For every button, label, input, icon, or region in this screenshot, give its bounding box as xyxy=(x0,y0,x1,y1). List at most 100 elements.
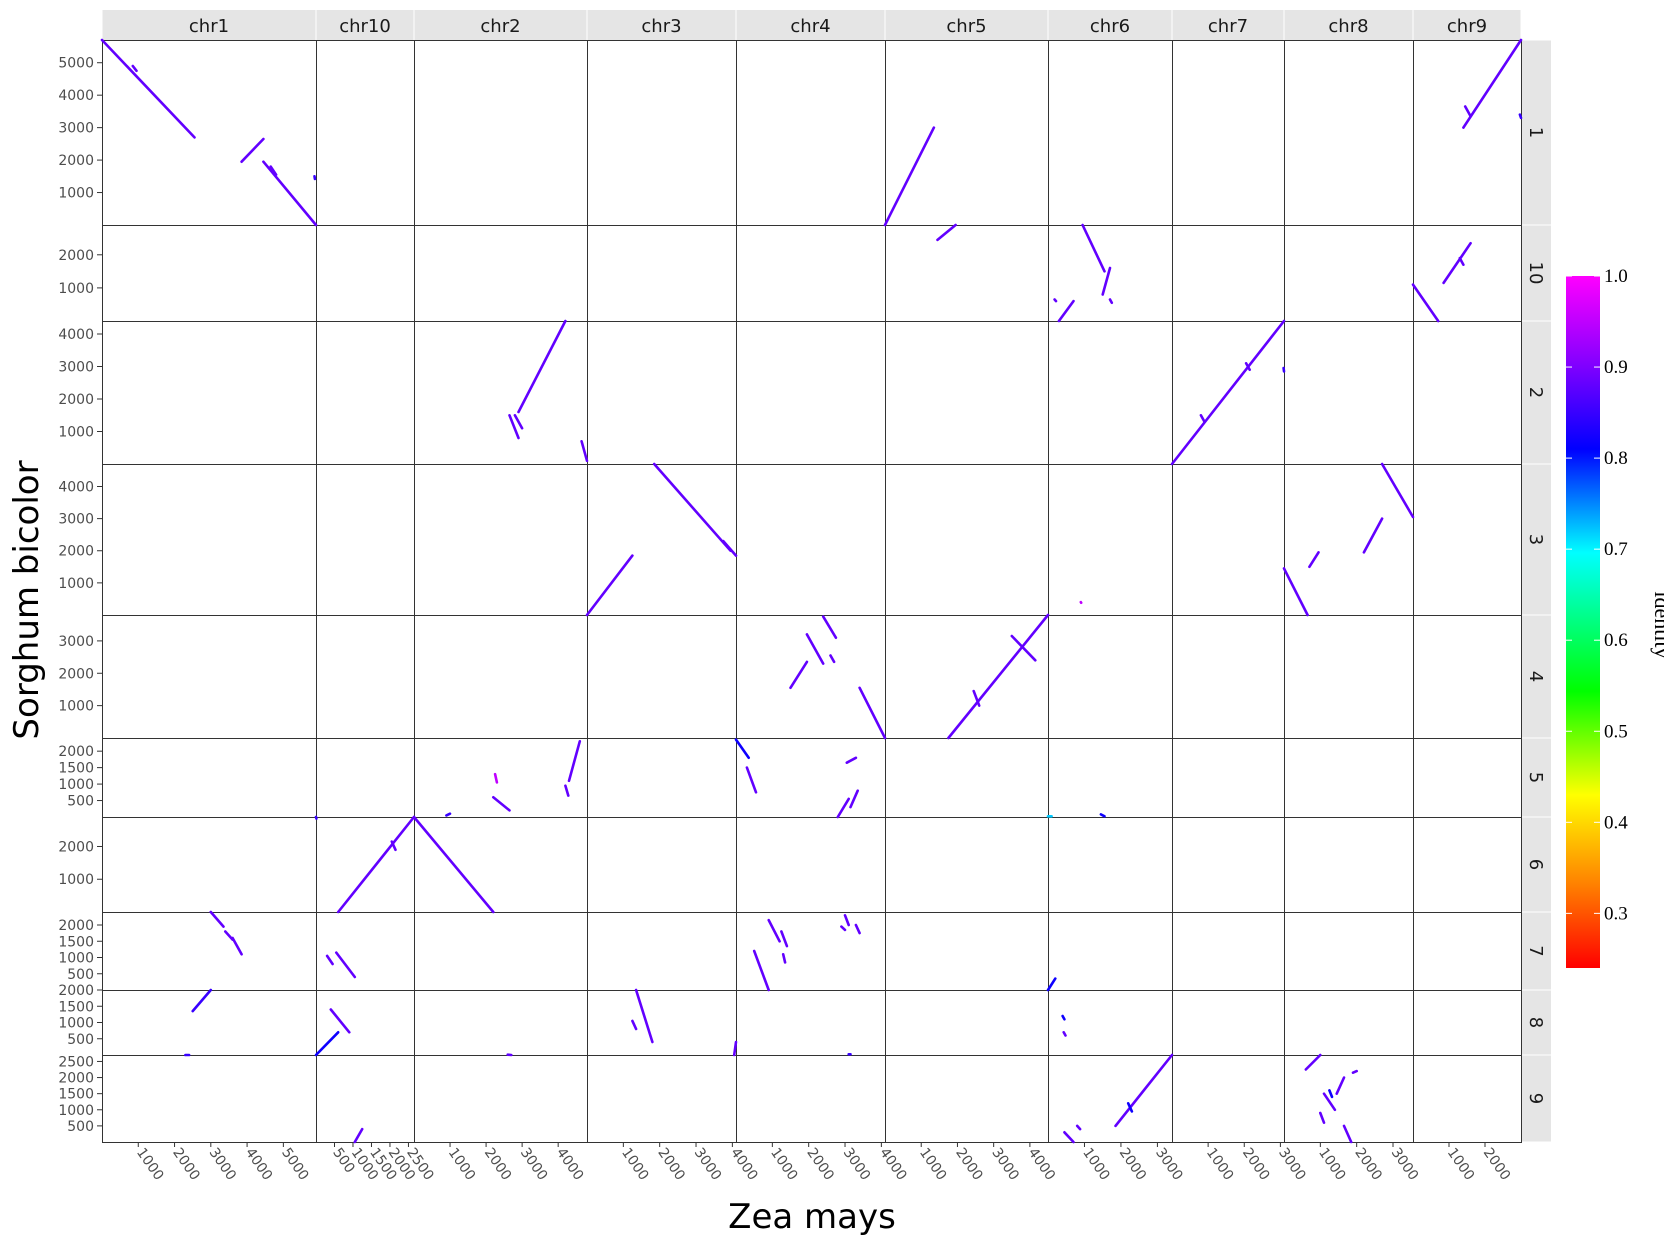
panel-chr7-4 xyxy=(1172,615,1285,739)
panel-chr3-3 xyxy=(587,464,737,616)
panel-chr4-5 xyxy=(736,738,886,818)
alignment-segment xyxy=(732,1040,738,1057)
alignment-segment xyxy=(883,126,936,227)
panel-chr9-7 xyxy=(1413,912,1522,991)
column-strip-chr8 xyxy=(1284,10,1413,40)
panel-chr3-6 xyxy=(587,817,737,913)
panel-chr8-1 xyxy=(1284,40,1414,226)
alignment-segment xyxy=(412,815,495,914)
alignment-segment xyxy=(329,1008,351,1034)
panel-chr7-6 xyxy=(1172,817,1285,913)
y-tick-label: 1500 xyxy=(58,999,94,1015)
panel-chr7-9 xyxy=(1172,1055,1285,1143)
y-tick-label: 1500 xyxy=(58,1087,94,1103)
panel-chr9-8 xyxy=(1413,990,1522,1056)
column-strip-chr6 xyxy=(1048,10,1172,40)
alignment-segment xyxy=(1335,1076,1346,1095)
column-strip-chr4 xyxy=(736,10,885,40)
alignment-segment xyxy=(240,137,265,163)
panel-chr2-8 xyxy=(414,990,588,1056)
alignment-segment xyxy=(1199,413,1206,424)
panel-chr4-10 xyxy=(736,225,886,322)
panel-chr6-7 xyxy=(1048,912,1173,991)
row-label: 5 xyxy=(1525,772,1546,783)
y-tick-label: 1000 xyxy=(58,1016,94,1032)
identity-legend: 0.3 0.4 0.5 0.6 0.7 0.8 0.9 1.0 identity xyxy=(1566,266,1664,968)
legend-tick-label: 0.6 xyxy=(1604,630,1628,651)
y-tick-label: 500 xyxy=(67,1119,94,1135)
row-strips: 1 10 2 3 4 5 6 7 8 9 xyxy=(1521,40,1551,1142)
panel-chr5-9 xyxy=(885,1055,1049,1143)
x-tick-label: 3000 xyxy=(988,1145,1022,1183)
y-tick-label: 500 xyxy=(67,967,94,983)
x-tick-label: 3000 xyxy=(1275,1145,1309,1183)
row-label: 8 xyxy=(1525,1017,1546,1028)
column-strip-chr1 xyxy=(102,10,316,40)
panel-chr3-9 xyxy=(587,1055,737,1143)
panel-chr10-3 xyxy=(316,464,415,616)
panel-chr6-9 xyxy=(1048,1055,1173,1143)
alignment-segment xyxy=(517,319,567,414)
panel-chr2-1 xyxy=(414,40,588,226)
x-tick-label: 1000 xyxy=(1079,1145,1113,1183)
alignment-segment xyxy=(1518,113,1523,120)
panel-chr3-2 xyxy=(587,321,737,465)
panel-chr5-6 xyxy=(885,817,1049,913)
panel-chr5-4 xyxy=(885,615,1049,739)
y-tick-label: 1000 xyxy=(58,872,94,888)
legend-tick-label: 0.4 xyxy=(1604,812,1628,833)
alignment-segment xyxy=(734,738,751,760)
y-tick-label: 5000 xyxy=(58,56,94,72)
alignment-segment xyxy=(1126,1102,1134,1113)
panel-chr2-3 xyxy=(414,464,588,616)
column-label: chr1 xyxy=(189,16,229,37)
panel-chr10-1 xyxy=(316,40,415,226)
alignment-segment xyxy=(936,223,957,242)
row-label: 4 xyxy=(1525,671,1546,682)
panel-chr8-2 xyxy=(1284,321,1414,465)
column-label: chr7 xyxy=(1208,16,1248,37)
legend-tick-label: 0.9 xyxy=(1604,357,1628,378)
alignment-segment xyxy=(789,660,809,690)
panel-chr5-10 xyxy=(885,225,1049,322)
alignment-segment xyxy=(1244,361,1251,372)
panel-chr10-4 xyxy=(316,615,415,739)
legend-ticks: 0.3 0.4 0.5 0.6 0.7 0.8 0.9 1.0 xyxy=(1566,266,1628,924)
column-strip-chr2 xyxy=(414,10,587,40)
row-strip-1 xyxy=(1521,40,1551,225)
y-axis-title: Sorghum bicolor xyxy=(7,460,47,739)
panel-chr1-10 xyxy=(102,225,317,322)
panel-chr3-8 xyxy=(587,990,737,1056)
alignment-segment xyxy=(269,165,278,176)
panel-chr9-6 xyxy=(1413,817,1522,913)
panel-chr6-3 xyxy=(1048,464,1173,616)
alignment-segment xyxy=(336,815,416,914)
y-tick-label: 2000 xyxy=(58,839,94,855)
column-strip-chr3 xyxy=(587,10,736,40)
panel-chr8-10 xyxy=(1284,225,1414,322)
x-tick-label: 2000 xyxy=(803,1145,837,1183)
panel-chr3-1 xyxy=(587,40,737,226)
column-strip-chr9 xyxy=(1413,10,1521,40)
column-strip-chr5 xyxy=(885,10,1048,40)
x-tick-label: 1000 xyxy=(618,1145,652,1183)
y-tick-label: 1000 xyxy=(58,951,94,967)
panel-chr9-3 xyxy=(1413,464,1522,616)
alignment-segment xyxy=(513,413,524,430)
panel-chr7-8 xyxy=(1172,990,1285,1056)
alignment-segment xyxy=(1081,223,1106,273)
x-tick-label: 4000 xyxy=(727,1145,761,1183)
x-tick-label: 4000 xyxy=(242,1145,276,1183)
panel-chr4-2 xyxy=(736,321,886,465)
panel-chr4-9 xyxy=(736,1055,886,1143)
y-tick-label: 2000 xyxy=(58,544,94,560)
panel-chr2-7 xyxy=(414,912,588,991)
x-tick-label: 1000 xyxy=(1444,1145,1478,1183)
alignment-segment xyxy=(845,756,858,765)
x-tick-label: 2000 xyxy=(1480,1145,1514,1183)
alignment-segment xyxy=(1062,1031,1067,1037)
panel-chr10-10 xyxy=(316,225,415,322)
column-strip-chr7 xyxy=(1172,10,1284,40)
alignment-segment xyxy=(567,739,582,783)
y-tick-label: 1000 xyxy=(58,186,94,202)
